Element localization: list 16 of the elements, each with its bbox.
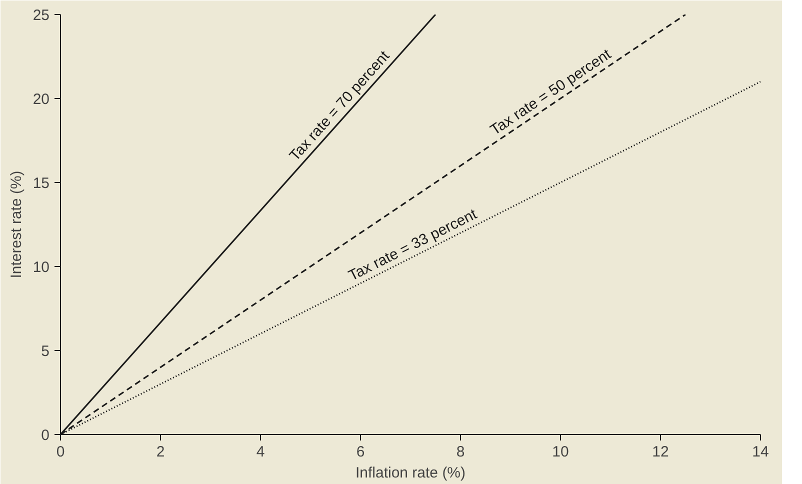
- x-tick-label: 14: [752, 444, 769, 460]
- x-axis-title: Inflation rate (%): [355, 464, 466, 482]
- y-tick-label: 10: [32, 259, 50, 276]
- x-tick-label: 8: [456, 444, 465, 460]
- x-tick-label: 10: [552, 444, 569, 460]
- y-tick-label: 25: [32, 7, 50, 24]
- x-tick-label: 0: [56, 444, 65, 460]
- x-tick-label: 2: [156, 444, 165, 460]
- x-tick-label: 6: [356, 444, 365, 460]
- y-tick-label: 20: [32, 91, 50, 108]
- y-tick-label: 5: [41, 343, 50, 360]
- y-tick-label: 0: [41, 427, 50, 444]
- y-axis-title: Interest rate (%): [8, 170, 25, 278]
- x-tick-label: 12: [652, 444, 669, 460]
- y-tick-label: 15: [32, 175, 50, 192]
- x-tick-label: 4: [256, 444, 265, 460]
